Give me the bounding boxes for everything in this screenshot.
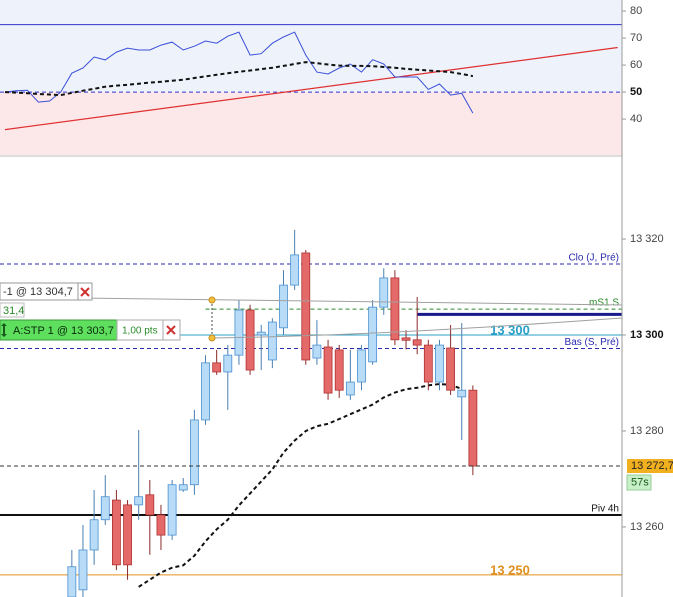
candle-body — [223, 354, 233, 373]
indicator-line — [4, 61, 474, 97]
distance-box — [0, 302, 25, 318]
candle-body — [234, 309, 244, 356]
candle-body — [89, 519, 99, 551]
candle-body — [178, 484, 188, 491]
order-label: -1 @ 13 304,7 — [3, 286, 73, 298]
order-curve — [211, 317, 623, 339]
candle-body — [212, 362, 222, 373]
level-label: mS1 S — [589, 298, 619, 309]
y-tick-label: 13 280 — [630, 425, 664, 437]
level-label: Clo (J, Pré) — [568, 253, 619, 264]
y-tick-label: 70 — [630, 32, 642, 44]
candle-body — [123, 504, 132, 566]
candle-body — [201, 362, 210, 421]
candle-body — [357, 349, 366, 383]
y-tick-label: 13 320 — [630, 233, 664, 245]
candle-body — [334, 349, 344, 391]
candle-body — [100, 496, 110, 521]
candle-body — [368, 306, 378, 363]
stop-points-label: 1,00 pts — [122, 326, 158, 337]
candle-body — [323, 346, 333, 394]
level-label: Bas (S, Pré) — [565, 337, 619, 348]
candle-body — [468, 389, 478, 467]
y-tick-label: 13 260 — [630, 521, 664, 533]
y-tick-label: 40 — [630, 113, 642, 125]
candle-body — [134, 496, 144, 506]
candle-body — [145, 494, 155, 516]
candle-body — [279, 284, 288, 329]
candle-body — [189, 419, 199, 486]
candle-body — [412, 339, 422, 346]
candle-body — [267, 321, 277, 361]
level-label: Piv 4h — [591, 504, 619, 515]
candle-body — [390, 277, 400, 341]
last-price-tag — [627, 459, 673, 474]
candle-body — [290, 254, 300, 286]
candle-body — [301, 252, 311, 361]
candle-body — [156, 514, 166, 536]
timer-tag — [626, 474, 652, 491]
order-overlay: -1 @ 13 304,7 31,4 A:STP 1 @ 13 303,7 1,… — [0, 282, 623, 342]
y-tick-label: 50 — [630, 86, 642, 98]
y-tick-label: 60 — [630, 59, 642, 71]
order-curve — [0, 296, 623, 306]
candle-body — [112, 499, 121, 566]
right-axis: 80 70 60 50 40 13 272,7 57s 13 320 13 300 13 280 1… — [622, 5, 673, 533]
candle-body — [446, 347, 456, 391]
y-tick-label: 80 — [630, 5, 642, 17]
cancel-icon — [80, 287, 90, 297]
candle-body — [256, 331, 266, 336]
stop-label: A:STP 1 @ 13 303,7 — [13, 325, 114, 337]
distance-label: 31,4 — [3, 305, 24, 317]
candle-body — [245, 309, 255, 371]
indicator-pane — [0, 0, 622, 155]
drag-icon — [1, 323, 7, 337]
indicator-line — [4, 31, 474, 114]
candle-body — [312, 344, 322, 359]
candle-body — [435, 344, 444, 383]
candle-body — [167, 484, 177, 536]
candle-body — [67, 566, 77, 597]
trendline — [4, 46, 618, 131]
zone — [0, 92, 622, 155]
candle-body — [379, 277, 389, 308]
candle-body — [457, 389, 467, 398]
level-label: 13 250 — [490, 562, 530, 577]
candle-body — [423, 344, 433, 383]
timer-label: 57s — [631, 476, 649, 488]
last-price-label: 13 272,7 — [631, 460, 673, 472]
candle-body — [78, 549, 88, 591]
order-handle[interactable] — [208, 296, 216, 304]
order-handle[interactable] — [208, 334, 216, 342]
moving-average — [138, 382, 463, 588]
candle-body — [345, 381, 355, 396]
cancel-icon — [166, 325, 176, 335]
candle-body — [401, 337, 411, 341]
y-tick-label: 13 300 — [630, 329, 664, 341]
zone — [0, 0, 622, 93]
